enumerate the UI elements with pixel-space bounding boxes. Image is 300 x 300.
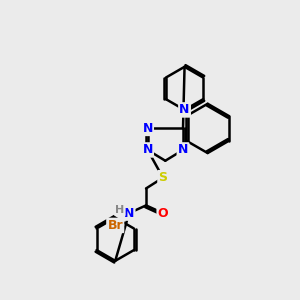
Text: O: O — [158, 207, 168, 220]
Text: N: N — [179, 103, 190, 116]
Text: N: N — [124, 207, 134, 220]
Text: N: N — [178, 143, 188, 157]
Text: H: H — [115, 205, 124, 215]
Text: Br: Br — [107, 219, 123, 232]
Text: N: N — [142, 122, 153, 135]
Text: N: N — [142, 143, 153, 157]
Text: S: S — [158, 171, 167, 184]
